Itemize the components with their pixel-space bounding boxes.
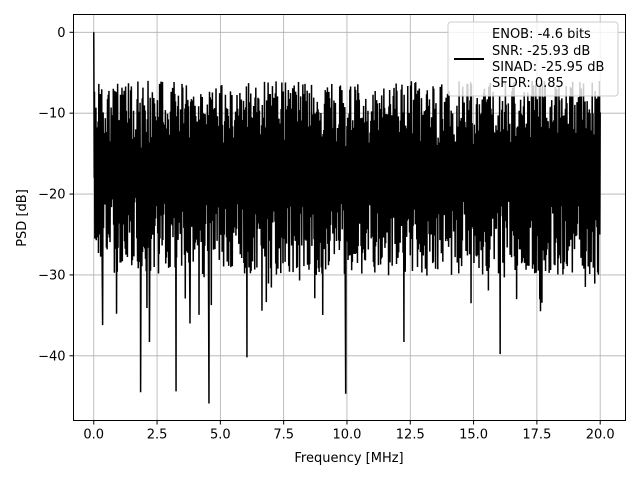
y-tick-label: 0 <box>57 26 65 41</box>
legend-entry: SINAD: -25.95 dB <box>492 60 604 75</box>
x-tick-label: 15.0 <box>459 428 488 443</box>
plot-frame <box>73 14 626 421</box>
legend-entry: ENOB: -4.6 bits <box>492 27 591 42</box>
x-tick-label: 10.0 <box>332 428 361 443</box>
x-tick-label: 17.5 <box>522 428 551 443</box>
x-axis: 0.0 2.5 5.0 7.5 10.0 12.5 15.0 17.5 20.0 <box>83 420 615 443</box>
x-tick-label: 0.0 <box>83 428 104 443</box>
y-axis-title: PSD [dB] <box>15 189 30 247</box>
x-tick-label: 12.5 <box>396 428 425 443</box>
legend-box <box>447 21 619 97</box>
y-tick-label: −20 <box>38 188 65 203</box>
legend: ENOB: -4.6 bits SNR: -25.93 dB SINAD: -2… <box>447 21 619 97</box>
y-tick-label: −30 <box>38 268 65 283</box>
x-tick-label: 5.0 <box>210 428 231 443</box>
psd-series-line <box>93 32 601 404</box>
y-tick-label: −40 <box>38 349 65 364</box>
legend-entry: SFDR: 0.85 <box>492 76 564 91</box>
x-tick-label: 20.0 <box>586 428 615 443</box>
x-axis-title: Frequency [MHz] <box>294 451 403 466</box>
legend-entry: SNR: -25.93 dB <box>492 44 590 59</box>
y-tick-label: −10 <box>38 107 65 122</box>
y-axis: 0 −10 −20 −30 −40 <box>38 26 74 364</box>
series-layer <box>93 32 601 404</box>
x-tick-label: 2.5 <box>147 428 168 443</box>
x-tick-label: 7.5 <box>273 428 294 443</box>
